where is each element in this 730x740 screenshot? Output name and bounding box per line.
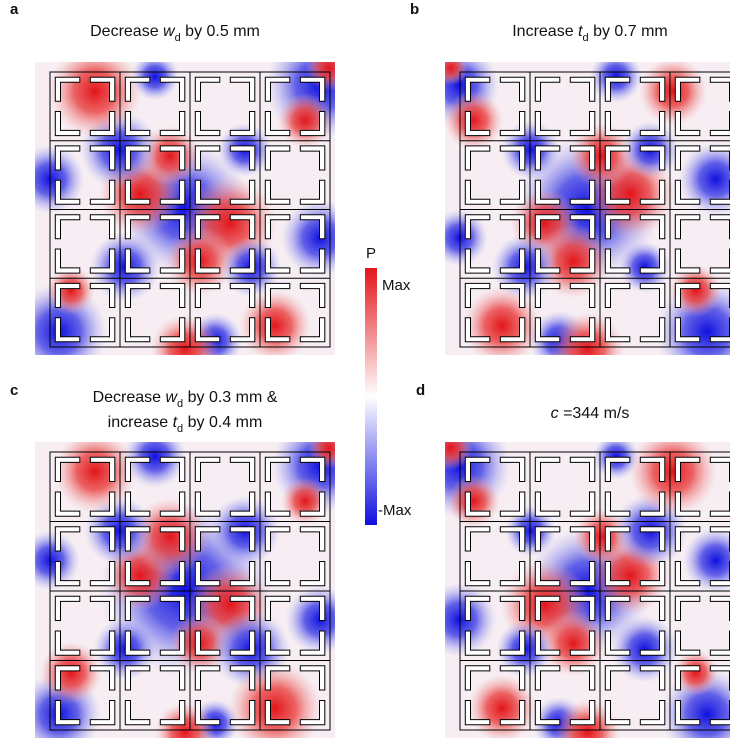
field-blob: [54, 430, 137, 513]
title-post: by 0.5 mm: [181, 23, 260, 40]
field-blob: [629, 427, 718, 516]
panel-label: c: [10, 382, 18, 399]
field-blob: [639, 57, 707, 125]
figure: P Max -Max a Decrease wd by 0.5 mm b Increa…: [0, 0, 730, 740]
colorbar-label: P: [366, 245, 376, 262]
colorbar: [365, 268, 377, 525]
field-blob: [131, 53, 179, 101]
pressure-field: [11, 31, 375, 384]
field-blob: [422, 583, 496, 657]
field-blob: [590, 50, 642, 102]
field-blob: [444, 91, 503, 150]
field-blob: [306, 44, 353, 91]
field-blob: [447, 475, 499, 527]
field-blob: [550, 312, 624, 386]
pressure-field: [419, 46, 730, 387]
panel-title: increase td by 0.4 mm: [108, 414, 263, 435]
panel-title: Decrease wd by 0.5 mm: [90, 23, 260, 44]
panel-title: Decrease wd by 0.3 mm &: [93, 389, 278, 410]
panel-title: Increase td by 0.7 mm: [512, 23, 668, 44]
pressure-field: [17, 417, 368, 740]
page: {"panels": [ {"label": "a", "title_lines…: [0, 0, 730, 740]
colorbar-max: Max: [382, 277, 411, 294]
title-pre: Increase: [512, 23, 578, 40]
title-pre: Decrease: [93, 389, 166, 406]
field-blob: [611, 616, 678, 683]
title-var: c: [551, 405, 559, 422]
field-blob: [47, 267, 95, 315]
title-post: by 0.4 mm: [183, 414, 262, 431]
title-pre: increase: [108, 414, 173, 431]
panel-label: d: [416, 382, 425, 399]
title-post: =344 m/s: [559, 405, 630, 422]
title-pre: Decrease: [90, 23, 163, 40]
panel-label: a: [10, 1, 19, 18]
colorbar-min: -Max: [378, 502, 412, 519]
title-post: by 0.7 mm: [589, 23, 668, 40]
field-blob: [434, 51, 468, 85]
pressure-field: [407, 414, 730, 740]
title-post: by 0.3 mm &: [183, 389, 278, 406]
panel-label: b: [410, 1, 419, 18]
panel-title: c =344 m/s: [551, 405, 630, 422]
